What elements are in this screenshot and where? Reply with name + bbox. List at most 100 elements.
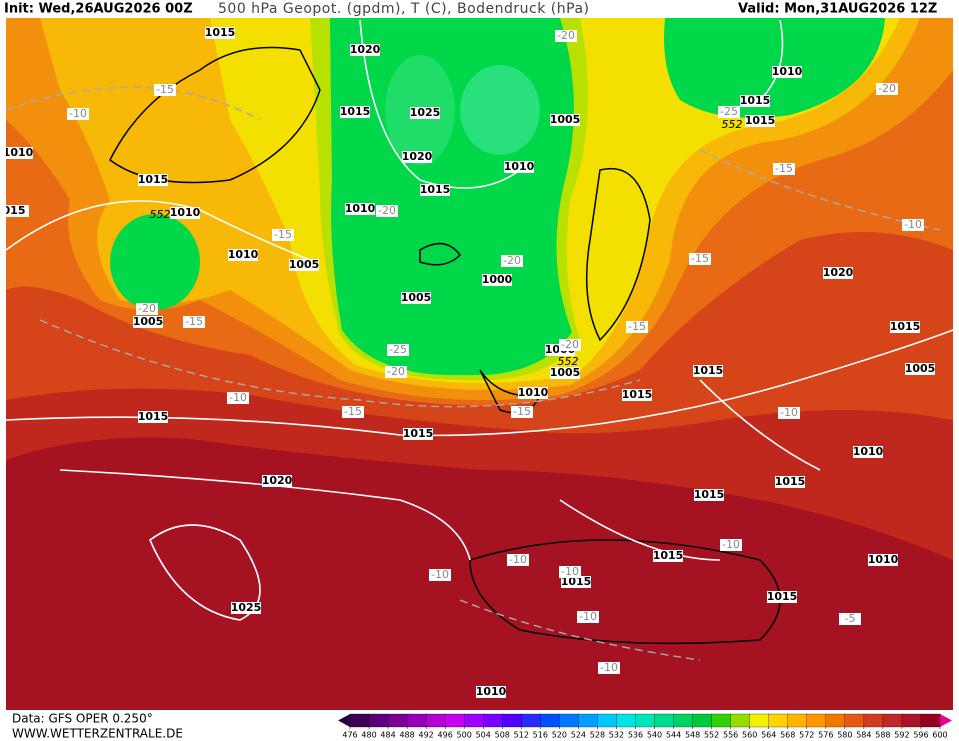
isobar-label: 1015 xyxy=(775,475,806,488)
isobar-label: 1025 xyxy=(410,106,441,119)
scale-tick-label: 536 xyxy=(628,731,643,740)
geopotential-label: 552 xyxy=(558,355,579,368)
header-bar xyxy=(0,0,959,18)
temperature-label-box xyxy=(689,253,711,265)
temperature-label: -20 xyxy=(557,29,575,42)
color-swatch xyxy=(768,713,789,728)
isobar-label: 1010 xyxy=(868,553,899,566)
isobar-label-box xyxy=(767,591,797,603)
temperature-label-box xyxy=(559,566,581,578)
isobar-label: 1010 xyxy=(345,202,376,215)
isobar-label: 1005 xyxy=(550,113,581,126)
isobar-label: 1015 xyxy=(740,94,771,107)
isobar-label-box xyxy=(228,249,258,261)
isobar-label: 1020 xyxy=(262,474,293,487)
scale-tick-label: 548 xyxy=(685,731,700,740)
color-swatch xyxy=(540,713,561,728)
isobar-label: 1015 xyxy=(138,173,169,186)
temperature-label-box xyxy=(385,366,407,378)
isobar-label-box xyxy=(550,114,580,126)
isobar-label-box xyxy=(420,184,450,196)
isobar-label-box xyxy=(350,44,380,56)
scale-tick-label: 552 xyxy=(704,731,719,740)
temperature-label: -10 xyxy=(229,391,247,404)
isobar-label: 1015 xyxy=(205,26,236,39)
temperature-label-box xyxy=(626,321,648,333)
scale-tick-label: 492 xyxy=(418,731,433,740)
scale-under xyxy=(338,714,350,727)
color-swatch xyxy=(806,713,827,728)
temperature-label: -20 xyxy=(503,254,521,267)
isobar-label-box xyxy=(653,550,683,562)
scale-tick-label: 520 xyxy=(552,731,567,740)
scale-tick-label: 600 xyxy=(932,731,947,740)
temperature-label-box xyxy=(555,30,577,42)
temperature-label: -10 xyxy=(561,565,579,578)
temperature-label-box xyxy=(342,406,364,418)
isobar-label: 1015 xyxy=(561,575,592,588)
isobar-label-box xyxy=(772,66,802,78)
isobar-label: 1005 xyxy=(905,362,936,375)
scale-tick-label: 596 xyxy=(913,731,928,740)
map-area: 1015 1020 1015 1025 1005 1010 1015 1015 1010 1015… xyxy=(6,18,953,710)
temperature-label: -10 xyxy=(600,661,618,674)
scale-tick-label: 476 xyxy=(342,731,357,740)
scale-tick-label: 532 xyxy=(609,731,624,740)
color-swatch xyxy=(578,713,599,728)
color-swatch xyxy=(844,713,865,728)
color-swatch xyxy=(673,713,694,728)
scale-tick-label: 508 xyxy=(495,731,510,740)
color-swatch xyxy=(368,713,389,728)
temperature-label-box xyxy=(839,613,861,625)
scale-tick-label: 580 xyxy=(837,731,852,740)
isobar-label: 1020 xyxy=(402,150,433,163)
color-swatch xyxy=(464,713,484,728)
isobar-label-box xyxy=(205,27,235,39)
scale-tick-label: 496 xyxy=(438,731,453,740)
color-swatch xyxy=(882,713,903,728)
temperature-label: -15 xyxy=(185,315,203,328)
temperature-label-box xyxy=(598,662,620,674)
temperature-label-box xyxy=(902,219,924,231)
isobar-label-box xyxy=(476,686,506,698)
temperature-label: -20 xyxy=(138,302,156,315)
isobar-label-box xyxy=(745,115,775,127)
isobar-label-box xyxy=(890,321,920,333)
temperature-label: -15 xyxy=(156,83,174,96)
isobar-label: 1005 xyxy=(133,315,164,328)
map-title: 500 hPa Geopot. (gpdm), T (C), Bodendruc… xyxy=(218,1,589,17)
isobar xyxy=(6,19,953,621)
temperature-label: -10 xyxy=(69,107,87,120)
isobar-label-box xyxy=(340,106,370,118)
isobar-label-box xyxy=(561,576,591,588)
isobar-label: 1005 xyxy=(550,366,581,379)
isobar-label-box xyxy=(518,387,548,399)
scale-tick-label: 524 xyxy=(571,731,586,740)
temperature-label-box xyxy=(387,344,409,356)
color-swatch xyxy=(483,713,503,728)
scale-tick-label: 588 xyxy=(875,731,890,740)
scale-tick-label: 568 xyxy=(780,731,795,740)
temperature-label-box xyxy=(227,392,249,404)
isobar-label: 1010 xyxy=(853,445,884,458)
isobar-label-box xyxy=(289,259,319,271)
isobar-label: 1010 xyxy=(228,248,259,261)
temperature-label-box xyxy=(778,407,800,419)
isobar-label-box xyxy=(402,151,432,163)
isobar-label-box xyxy=(231,602,261,614)
color-swatch xyxy=(616,713,637,728)
isobar-label-box xyxy=(6,205,29,217)
color-swatch xyxy=(787,713,808,728)
color-scale: 476 480 484 488 492 496 500 504 508 512 516 520 524 5… xyxy=(338,713,952,740)
isobar-label-box xyxy=(482,274,512,286)
temperature-label: -15 xyxy=(513,405,531,418)
temperature-label-box xyxy=(67,108,89,120)
scale-tick-label: 564 xyxy=(761,731,776,740)
scale-tick-label: 480 xyxy=(361,731,376,740)
scale-tick-label: 504 xyxy=(476,731,491,740)
init-time: Init: Wed,26AUG2026 00Z xyxy=(4,2,193,17)
color-swatch xyxy=(901,713,922,728)
isobar-label-box xyxy=(775,476,805,488)
isobar-label-box xyxy=(138,174,168,186)
temperature-label: -10 xyxy=(722,538,740,551)
